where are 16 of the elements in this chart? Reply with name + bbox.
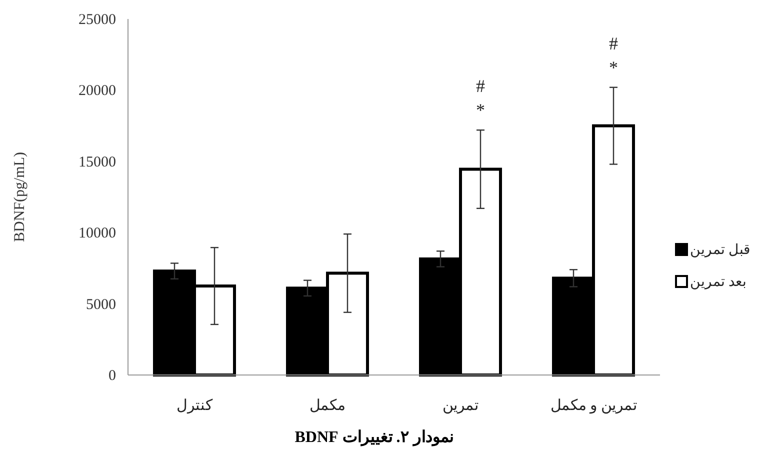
legend-label: قبل تمرین <box>690 243 750 258</box>
x-tick-label: مکمل <box>310 398 346 414</box>
y-tick-label: 0 <box>108 368 116 384</box>
x-tick-label: تمرین و مکمل <box>550 398 637 414</box>
y-tick-label: 15000 <box>78 154 116 170</box>
y-tick-label: 20000 <box>78 83 116 100</box>
y-tick-label: 10000 <box>78 226 116 242</box>
x-tick-label: کنترل <box>176 398 214 414</box>
text: نمودار ۲. تغییرات BDNF <box>294 429 454 447</box>
y-axis-title: BDNF(pg/mL) <box>12 152 28 242</box>
y-tick-label: 25000 <box>78 12 116 28</box>
y-tick-label: 5000 <box>86 296 116 313</box>
x-tick-label: تمرین <box>442 398 478 414</box>
data-label: # * <box>476 76 485 120</box>
legend-label: بعد تمرین <box>690 275 746 290</box>
data-label: # * <box>609 33 618 78</box>
